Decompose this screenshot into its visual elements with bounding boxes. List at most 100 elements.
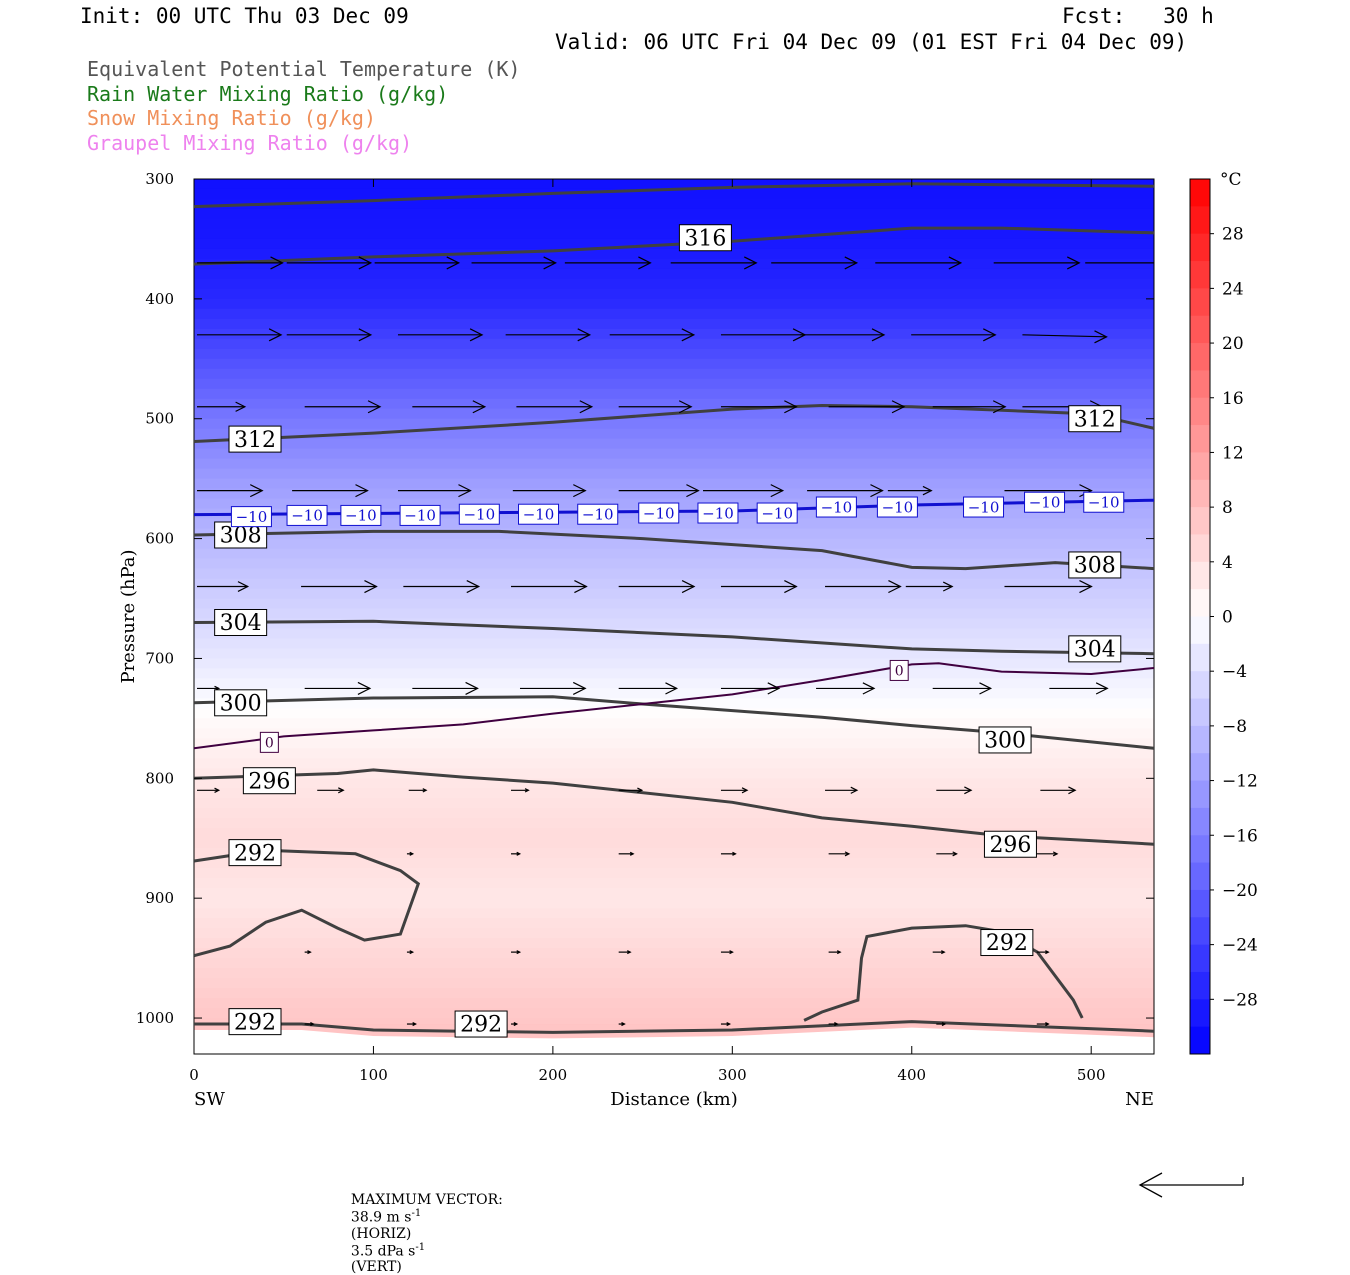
colorbar-tick-label: 20 bbox=[1222, 334, 1244, 354]
wind-vector bbox=[197, 256, 284, 270]
theta-e-contour bbox=[194, 182, 1154, 209]
temperature-band bbox=[194, 418, 1154, 430]
temperature-band bbox=[194, 758, 1154, 769]
colorbar-swatch bbox=[1190, 479, 1210, 508]
colorbar-swatch bbox=[1190, 917, 1210, 946]
temperature-band bbox=[194, 228, 1154, 240]
y-tick-label: 500 bbox=[145, 410, 174, 428]
svg-text:−10: −10 bbox=[968, 498, 1000, 516]
wind-vector bbox=[1040, 786, 1077, 795]
temperature-band bbox=[194, 518, 1154, 530]
svg-text:−10: −10 bbox=[761, 504, 793, 522]
svg-text:304: 304 bbox=[1074, 638, 1116, 663]
temperature-band bbox=[194, 858, 1154, 869]
isotherm-label-zero: 0 bbox=[889, 659, 909, 681]
temperature-band bbox=[194, 438, 1154, 450]
temperature-band bbox=[194, 658, 1154, 670]
svg-text:−10: −10 bbox=[236, 508, 268, 526]
temperature-band bbox=[194, 1030, 1154, 1037]
svg-text:312: 312 bbox=[234, 428, 276, 453]
theta-e-label: 296 bbox=[242, 767, 296, 794]
temperature-band bbox=[194, 368, 1154, 380]
temperature-band bbox=[194, 268, 1154, 280]
colorbar-tick-label: 28 bbox=[1222, 225, 1244, 245]
svg-text:−10: −10 bbox=[702, 504, 734, 522]
temperature-band bbox=[194, 638, 1154, 650]
temperature-band bbox=[194, 578, 1154, 590]
init-time: Init: 00 UTC Thu 03 Dec 09 bbox=[80, 4, 409, 28]
colorbar-swatch bbox=[1190, 507, 1210, 535]
colorbar-swatch bbox=[1190, 534, 1210, 563]
colorbar-tick-label: 24 bbox=[1222, 279, 1244, 299]
colorbar: 28 24 20 16 12 8 4 0 −4 −8 −12 −16 −20 −24 −28 °C bbox=[1189, 170, 1258, 1055]
temperature-band bbox=[194, 918, 1154, 929]
temperature-band bbox=[194, 728, 1154, 739]
temperature-band bbox=[194, 808, 1154, 819]
valid-time: Valid: 06 UTC Fri 04 Dec 09 (01 EST Fri … bbox=[555, 30, 1188, 54]
temperature-band bbox=[194, 708, 1154, 719]
wind-vector bbox=[618, 950, 632, 955]
colorbar-swatch bbox=[1190, 425, 1210, 453]
temperature-band bbox=[194, 848, 1154, 859]
temperature-band bbox=[194, 288, 1154, 300]
theta-e-label: 292 bbox=[228, 1008, 282, 1035]
wind-vector bbox=[1049, 682, 1109, 695]
temperature-band bbox=[194, 548, 1154, 560]
isotherm-label-minus10: −10 bbox=[1024, 491, 1066, 513]
wind-vector bbox=[720, 851, 737, 856]
wind-vector bbox=[609, 328, 696, 342]
wind-vector bbox=[505, 328, 592, 342]
horiz-exponent: -1 bbox=[411, 1208, 422, 1219]
plot-frame bbox=[193, 178, 1155, 1055]
temperature-band bbox=[194, 598, 1154, 610]
temperature-band bbox=[194, 1024, 1154, 1031]
colorbar-swatch bbox=[1190, 343, 1210, 371]
wind-vector bbox=[771, 256, 859, 270]
temperature-band bbox=[194, 188, 1154, 200]
wind-vector bbox=[519, 681, 587, 695]
temperature-band bbox=[194, 898, 1154, 909]
svg-text:−10: −10 bbox=[1029, 493, 1061, 511]
cross-section-chart: 316 312 312 308 308 304 304 300 300 296 296 292 292 2… bbox=[118, 170, 1258, 1198]
wind-vector bbox=[828, 1021, 839, 1027]
wind-vector bbox=[703, 484, 785, 498]
wind-vector bbox=[618, 851, 635, 856]
wind-vector bbox=[304, 681, 372, 695]
temperature-band bbox=[194, 488, 1154, 500]
wind-vector bbox=[1036, 1021, 1050, 1027]
wind-vector bbox=[286, 328, 373, 342]
temperature-band bbox=[194, 398, 1154, 410]
theta-e-label: 292 bbox=[454, 1010, 508, 1038]
wind-vector bbox=[828, 950, 842, 955]
colorbar-tick-label: 16 bbox=[1222, 389, 1244, 409]
wind-vector bbox=[197, 401, 247, 412]
theta-e-contour bbox=[803, 924, 1084, 1022]
temperature-band bbox=[194, 998, 1154, 1009]
isotherm-label-minus10: −10 bbox=[518, 503, 560, 525]
isotherm-label-minus10: −10 bbox=[756, 502, 798, 524]
wind-vector bbox=[720, 579, 798, 594]
temperature-band bbox=[194, 618, 1154, 630]
temperature-band bbox=[194, 648, 1154, 660]
colorbar-swatch bbox=[1190, 561, 1210, 590]
svg-text:316: 316 bbox=[684, 226, 726, 251]
x-tick-label: 200 bbox=[539, 1066, 568, 1084]
temperature-band bbox=[194, 308, 1154, 320]
temperature-band bbox=[194, 908, 1154, 919]
wind-vector bbox=[197, 328, 283, 342]
theta-e-contour bbox=[194, 848, 421, 958]
x-axis-label: Distance (km) bbox=[610, 1089, 737, 1110]
theta-e-label: 304 bbox=[214, 608, 268, 636]
wind-vector bbox=[618, 484, 700, 498]
temperature-band bbox=[194, 608, 1154, 620]
wind-vector bbox=[932, 950, 946, 955]
wind-vector bbox=[516, 400, 594, 414]
temperature-band bbox=[194, 788, 1154, 799]
wind-vector bbox=[304, 950, 312, 955]
theta-e-label: 316 bbox=[678, 224, 732, 251]
y-tick-label: 400 bbox=[145, 290, 174, 308]
temperature-band bbox=[194, 538, 1154, 550]
colorbar-swatch bbox=[1190, 370, 1210, 399]
wind-vector bbox=[936, 1021, 947, 1027]
svg-text:308: 308 bbox=[220, 524, 262, 549]
